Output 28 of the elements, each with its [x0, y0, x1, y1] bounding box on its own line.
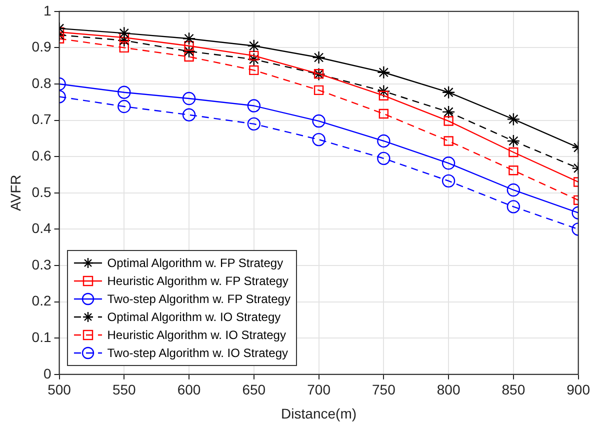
x-tick-label: 900 [566, 382, 590, 398]
legend-label: Optimal Algorithm w. IO Strategy [107, 309, 281, 326]
y-tick-label: 0.8 [32, 74, 52, 91]
y-tick-label: 1 [43, 2, 52, 18]
y-tick-label: 0.2 [32, 292, 52, 309]
x-tick-label: 750 [372, 382, 396, 398]
y-tick-label: 0.1 [32, 328, 52, 345]
x-tick-label: 850 [502, 382, 526, 398]
legend-label: Two-step Algorithm w. IO Strategy [107, 345, 288, 362]
x-axis-title: Distance(m) [281, 405, 357, 422]
x-tick-label: 550 [112, 382, 136, 398]
legend-label: Two-step Algorithm w. FP Strategy [107, 291, 290, 308]
x-tick-label: 700 [307, 382, 331, 398]
x-tick-label: 500 [48, 382, 72, 398]
legend-label: Heuristic Algorithm w. IO Strategy [107, 327, 286, 344]
x-tick-label: 650 [242, 382, 266, 398]
y-axis-title: AVFR [7, 174, 24, 212]
y-tick-label: 0.3 [32, 256, 52, 272]
y-tick-label: 0.9 [32, 38, 52, 55]
y-tick-label: 0.6 [32, 147, 52, 164]
y-tick-label: 0.7 [32, 111, 52, 128]
x-tick-label: 600 [177, 382, 201, 398]
y-tick-label: 0.5 [32, 184, 52, 200]
legend-label: Heuristic Algorithm w. FP Strategy [107, 273, 288, 290]
legend-label: Optimal Algorithm w. FP Strategy [107, 255, 284, 272]
y-tick-label: 0 [43, 365, 52, 382]
y-tick-label: 0.4 [32, 220, 52, 236]
x-tick-label: 800 [436, 382, 460, 398]
